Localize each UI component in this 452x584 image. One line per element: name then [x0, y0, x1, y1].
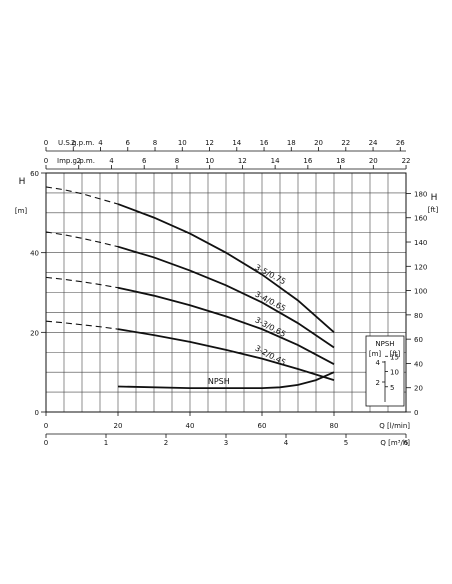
impgpm-tick-label: 14: [271, 157, 280, 165]
impgpm-tick-label: 22: [402, 157, 411, 165]
usgpm-tick-label: 10: [178, 139, 187, 147]
usgpm-tick-label: 12: [205, 139, 214, 147]
curve-solid-3: [117, 328, 335, 381]
y-tick-label-m: 60: [30, 170, 39, 178]
y-tick-label-m: 40: [30, 250, 39, 258]
impgpm-tick-label: 0: [44, 157, 48, 165]
usgpm-tick-label: 16: [260, 139, 269, 147]
usgpm-tick-label: 20: [314, 139, 323, 147]
impgpm-tick-label: 8: [175, 157, 179, 165]
usgpm-tick-label: 8: [153, 139, 157, 147]
usgpm-tick-label: 14: [232, 139, 241, 147]
y-tick-label-ft: 140: [414, 239, 427, 247]
y-axis-title-ft: H: [431, 193, 438, 203]
impgpm-tick-label: 6: [142, 157, 147, 165]
usgpm-tick-label: 0: [44, 139, 48, 147]
y-tick-label-ft: 0: [414, 409, 418, 417]
impgpm-tick-label: 16: [303, 157, 312, 165]
npsh-m-tick-label: 4: [376, 359, 381, 367]
usgpm-tick-label: 22: [341, 139, 350, 147]
y-tick-label-ft: 40: [414, 360, 423, 368]
npsh-ft-tick-label: 10: [390, 369, 399, 377]
plot-frame: [45, 172, 407, 413]
impgpm-tick-label: 10: [205, 157, 214, 165]
curve-dashed-3: [45, 320, 119, 330]
x-tick-label-m3h: 0: [44, 439, 48, 447]
curve-solid-2: [117, 286, 335, 365]
x-tick-label-m3h: 4: [284, 439, 289, 447]
impgpm-tick-label: 4: [109, 157, 114, 165]
npsh-curve: [117, 371, 335, 390]
curve-dashed-2: [45, 276, 119, 289]
x-tick-label-m3h: 1: [104, 439, 108, 447]
y-axis-unit-ft: [ft]: [428, 206, 439, 214]
y-tick-label-m: 20: [30, 329, 39, 337]
npsh-ft-tick-label: 5: [390, 384, 394, 392]
y-tick-label-ft: 120: [414, 263, 427, 271]
x-tick-label-lmin: 0: [44, 422, 48, 430]
x-tick-label-m3h: 5: [344, 439, 348, 447]
npsh-ft-tick-label: 15: [390, 353, 399, 361]
x-tick-label-m3h: 6: [404, 439, 409, 447]
usgpm-tick-label: 18: [287, 139, 296, 147]
usgpm-tick-label: 2: [71, 139, 75, 147]
curve-solid-1: [117, 245, 335, 349]
usgpm-tick-label: 24: [369, 139, 378, 147]
impgpm-tick-label: 20: [369, 157, 378, 165]
x-axis-title-lmin: Q [l/min]: [379, 422, 410, 430]
x-axis-title-m3h: Q [m³/h]: [380, 439, 410, 447]
npsh-ft-label: [ft]: [390, 350, 401, 358]
impgpm-axis-title: Imp.g.p.m.: [57, 157, 95, 165]
usgpm-tick-label: 6: [126, 139, 131, 147]
y-tick-label-m: 0: [35, 409, 39, 417]
impgpm-tick-label: 12: [238, 157, 247, 165]
y-tick-label-ft: 180: [414, 190, 427, 198]
npsh-m-tick-label: 2: [376, 379, 380, 387]
curve-label: 3-5/0.75: [253, 263, 287, 287]
curve-dashed-1: [45, 231, 119, 248]
usgpm-tick-label: 26: [396, 139, 405, 147]
y-axis-title-m: H: [19, 177, 26, 187]
curve-dashed-0: [45, 186, 119, 205]
impgpm-tick-label: 2: [76, 157, 80, 165]
chart-grid: [45, 172, 407, 413]
x-tick-label-lmin: 80: [330, 422, 339, 430]
y-tick-label-ft: 100: [414, 288, 427, 296]
x-tick-label-m3h: 3: [224, 439, 228, 447]
curve-label: 3-2/0.45: [253, 344, 287, 368]
npsh-label: NPSH: [208, 377, 230, 386]
x-tick-label-m3h: 2: [164, 439, 168, 447]
npsh-m-label: [m]: [369, 350, 382, 358]
y-axis-unit-m: [m]: [15, 207, 28, 215]
npsh-box-title: NPSH: [375, 340, 394, 348]
y-tick-label-ft: 80: [414, 312, 423, 320]
y-tick-label-ft: 60: [414, 336, 423, 344]
impgpm-tick-label: 18: [336, 157, 345, 165]
x-tick-label-lmin: 60: [258, 422, 267, 430]
x-tick-label-lmin: 40: [186, 422, 195, 430]
y-tick-label-ft: 20: [414, 385, 423, 393]
y-tick-label-ft: 160: [414, 215, 427, 223]
curve-solid-0: [117, 203, 335, 334]
usgpm-tick-label: 4: [98, 139, 103, 147]
x-tick-label-lmin: 20: [114, 422, 123, 430]
chart-axes: H[m]0204060H[ft]020406080100120140160180…: [15, 139, 439, 447]
usgpm-axis-title: U.S.g.p.m.: [58, 139, 94, 147]
npsh-scale-box: NPSH [m] [ft] 2 4 5 10 15: [365, 335, 405, 407]
